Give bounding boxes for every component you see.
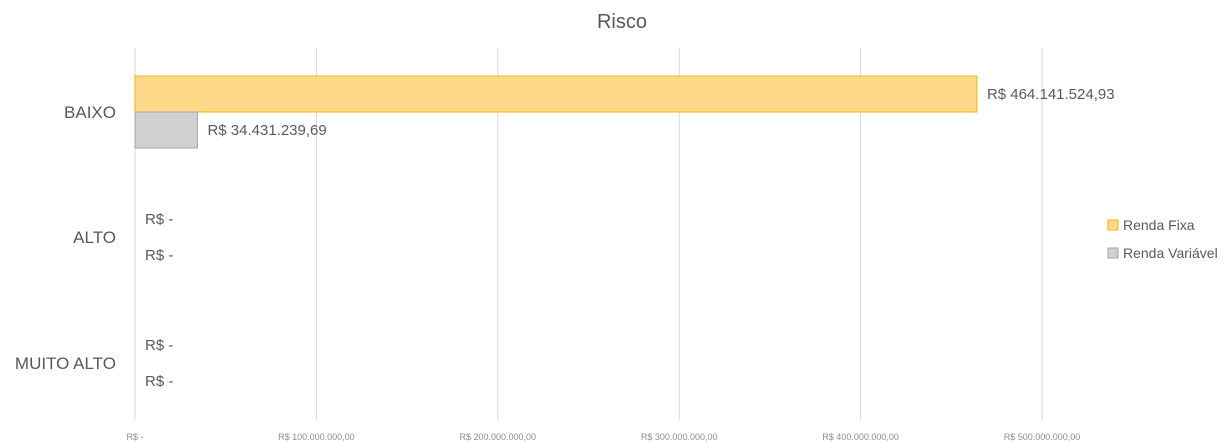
data-label: R$ - <box>145 373 173 390</box>
chart-title: Risco <box>597 11 647 33</box>
x-tick-label: R$ - <box>126 432 143 442</box>
x-tick-label: R$ 200.000.000,00 <box>460 432 537 442</box>
data-label: R$ 464.141.524,93 <box>987 86 1115 103</box>
data-label: R$ - <box>145 211 173 228</box>
bar <box>134 75 978 113</box>
legend: Renda Fixa Renda Variável <box>1107 217 1218 261</box>
x-tick-labels: R$ - R$ 100.000.000,00 R$ 200.000.000,00 R$… <box>126 432 1080 442</box>
category-label: ALTO <box>73 228 116 247</box>
data-label: R$ 34.431.239,69 <box>207 122 326 139</box>
x-tick-label: R$ 300.000.000,00 <box>641 432 718 442</box>
category-labels: BAIXO ALTO MUITO ALTO <box>15 103 116 373</box>
bars <box>134 75 978 149</box>
category-label: BAIXO <box>64 103 116 122</box>
data-label: R$ - <box>145 247 173 264</box>
category-label: MUITO ALTO <box>15 354 116 373</box>
x-tick-label: R$ 500.000.000,00 <box>1004 432 1081 442</box>
x-tick-label: R$ 400.000.000,00 <box>822 432 899 442</box>
legend-swatch <box>1107 247 1119 259</box>
legend-swatch <box>1107 219 1119 231</box>
bar <box>134 111 198 149</box>
legend-label: Renda Fixa <box>1123 217 1195 233</box>
data-labels: R$ 464.141.524,93 R$ - R$ - R$ 34.431.239,6… <box>145 86 1115 390</box>
data-label: R$ - <box>145 337 173 354</box>
x-tick-label: R$ 100.000.000,00 <box>278 432 355 442</box>
legend-label: Renda Variável <box>1123 245 1218 261</box>
